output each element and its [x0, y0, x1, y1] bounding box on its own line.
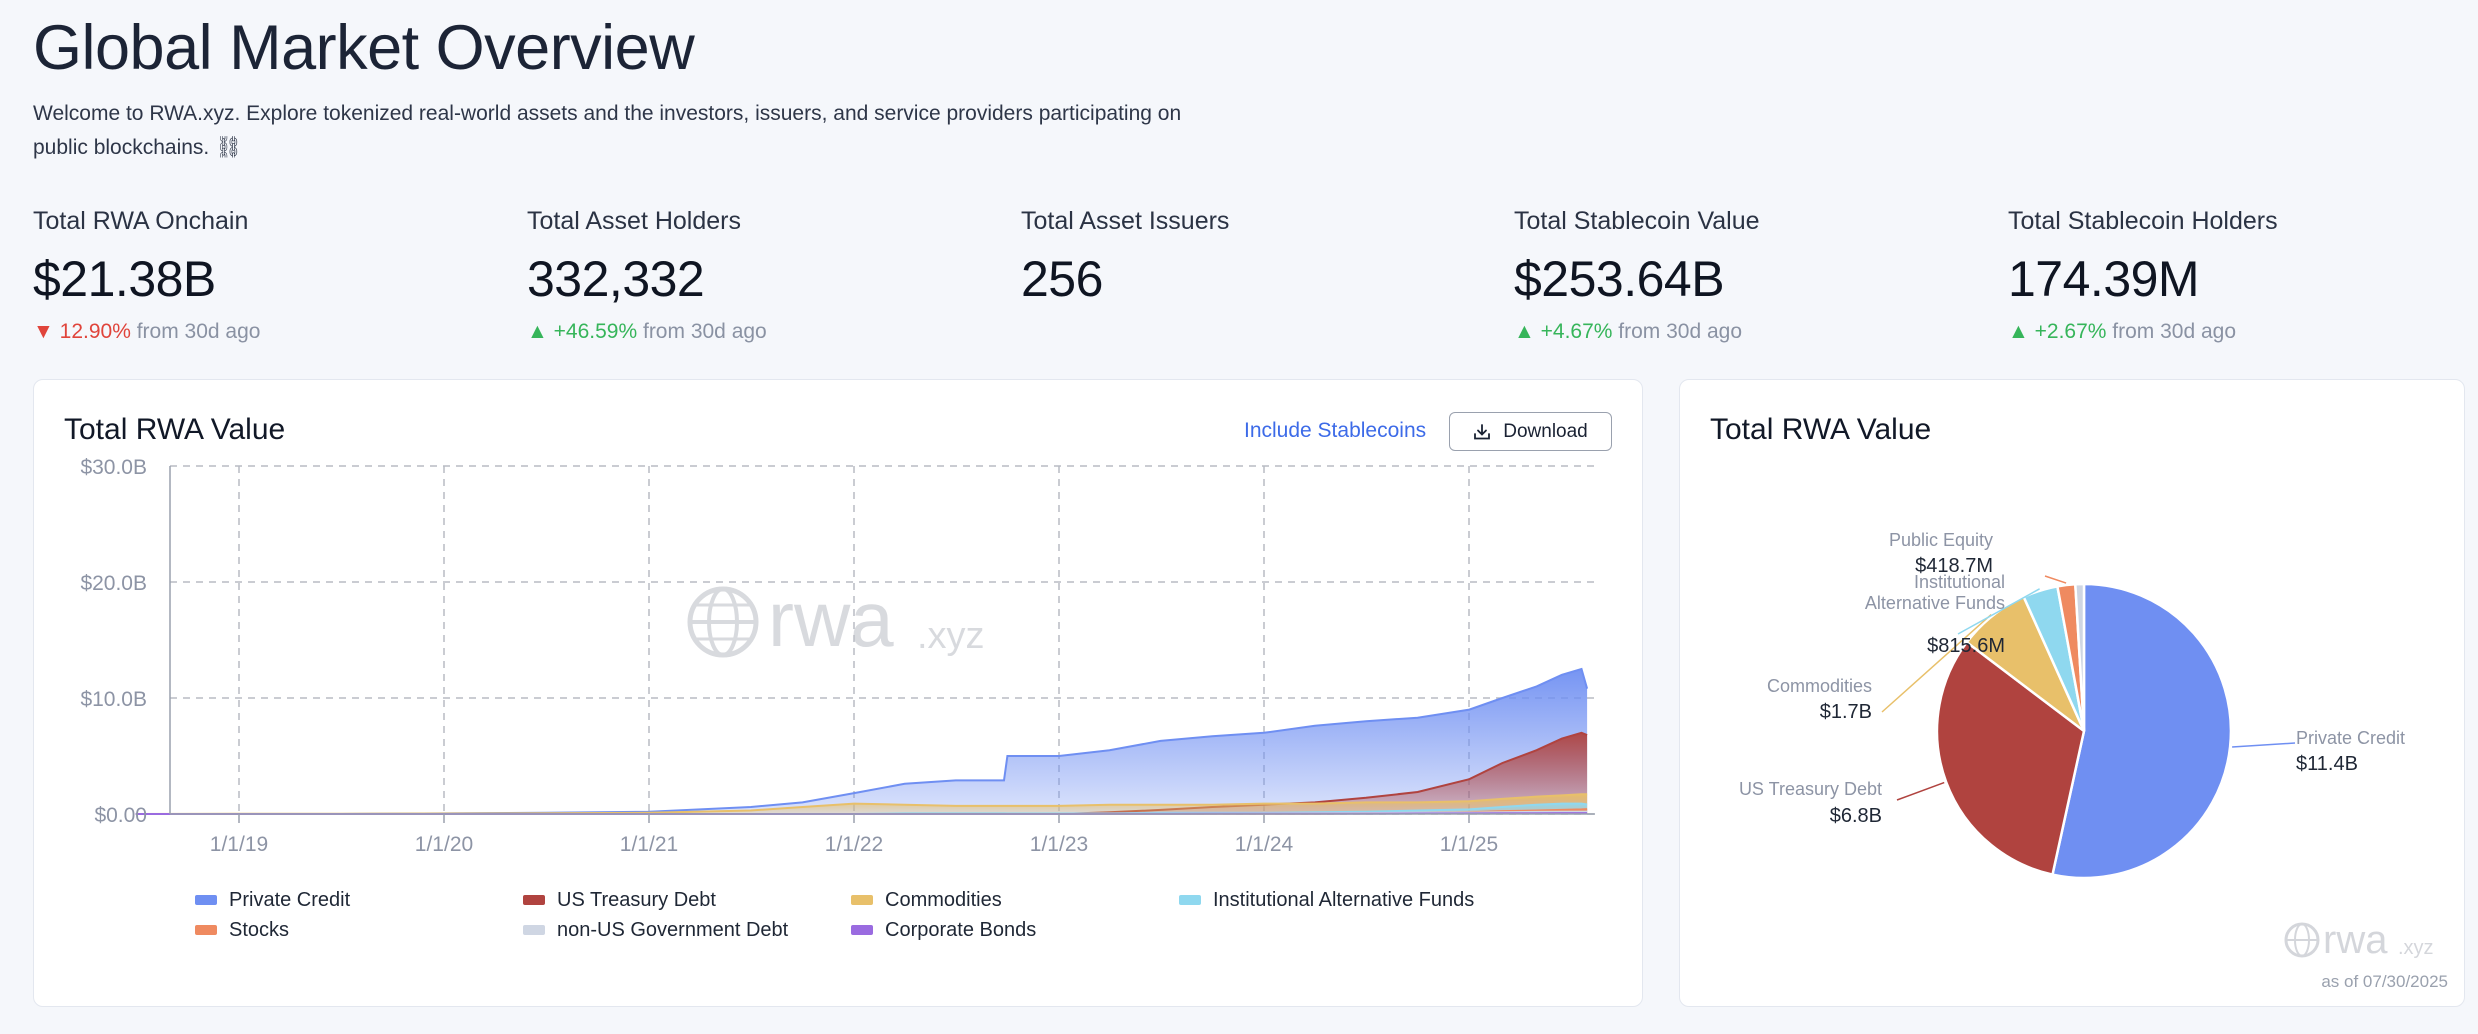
area-series — [135, 667, 1589, 815]
x-tick-label: 1/1/24 — [1235, 833, 1294, 856]
stat-total-stablecoin-value: Total Stablecoin Value $253.64B ▲ +4.67%… — [1514, 207, 1974, 344]
stat-change: ▲ +2.67% from 30d ago — [2008, 320, 2468, 344]
legend-item-commodities[interactable]: Commodities — [851, 888, 1179, 912]
total-rwa-value-area-card: Total RWA Value Include Stablecoins Down… — [33, 379, 1643, 1007]
area-legend: Private Credit US Treasury Debt Commodit… — [195, 888, 1645, 942]
stat-label: Total Stablecoin Value — [1514, 207, 1760, 235]
x-tick-label: 1/1/21 — [620, 833, 678, 856]
legend-swatch — [523, 925, 545, 935]
legend-item-stocks[interactable]: Stocks — [195, 918, 523, 942]
stat-value: 174.39M — [2008, 251, 2200, 307]
stat-total-stablecoin-holders: Total Stablecoin Holders 174.39M ▲ +2.67… — [2008, 207, 2468, 344]
legend-item-institutional-alternative-funds[interactable]: Institutional Alternative Funds — [1179, 888, 1539, 912]
stat-value: $21.38B — [33, 251, 216, 307]
page-title: Global Market Overview — [33, 13, 695, 83]
globe-watermark-icon — [687, 586, 759, 658]
intro-text: Welcome to RWA.xyz. Explore tokenized re… — [33, 102, 1182, 159]
as-of-date: as of 07/30/2025 — [2321, 972, 2448, 991]
stat-change: ▼ 12.90% from 30d ago — [33, 320, 493, 344]
card-title: Total RWA Value — [64, 413, 286, 446]
stat-change-suffix: from 30d ago — [136, 320, 261, 343]
legend-item-non-us-government-debt[interactable]: non-US Government Debt — [523, 918, 851, 942]
watermark-text: rwa — [768, 575, 894, 663]
x-tick-label: 1/1/25 — [1440, 833, 1498, 856]
card-title: Total RWA Value — [1710, 413, 1932, 446]
include-stablecoins-toggle[interactable]: Include Stablecoins — [1244, 419, 1427, 442]
stat-change-pct: 12.90% — [59, 320, 131, 343]
up-arrow-icon: ▲ — [1514, 320, 1535, 343]
stat-change-pct: +4.67% — [1540, 320, 1613, 343]
stat-change-suffix: from 30d ago — [642, 320, 767, 343]
chart-watermark: rwa .xyz — [687, 575, 985, 663]
y-tick-label: $20.0B — [80, 572, 147, 595]
area-private-credit — [135, 669, 1588, 814]
total-rwa-value-pie-card: Total RWA Value as of 07/30/2025 — [1679, 379, 2465, 1007]
x-tick-label: 1/1/20 — [415, 833, 473, 856]
download-label: Download — [1503, 420, 1588, 442]
chart-axes: $0.00 $10.0B $20.0B $30.0B 1/1/19 1/1/20 1/1/2… — [80, 456, 1595, 856]
y-tick-label: $30.0B — [80, 456, 147, 479]
y-tick-label: $0.00 — [94, 804, 147, 827]
stat-change-pct: +46.59% — [553, 320, 638, 343]
stat-total-asset-holders: Total Asset Holders 332,332 ▲ +46.59% fr… — [527, 207, 987, 344]
stat-change: ▲ +46.59% from 30d ago — [527, 320, 987, 344]
legend-label: non-US Government Debt — [557, 918, 789, 941]
stat-value: 256 — [1021, 251, 1103, 307]
legend-swatch — [195, 895, 217, 905]
download-button[interactable]: Download — [1449, 412, 1612, 451]
legend-swatch — [523, 895, 545, 905]
legend-label: Commodities — [885, 888, 1002, 911]
legend-label: Corporate Bonds — [885, 918, 1037, 941]
stat-label: Total Stablecoin Holders — [2008, 207, 2278, 235]
legend-label: Private Credit — [229, 888, 351, 911]
stat-value: $253.64B — [1514, 251, 1725, 307]
stat-label: Total Asset Holders — [527, 207, 741, 235]
x-tick-label: 1/1/23 — [1030, 833, 1088, 856]
down-arrow-icon: ▼ — [33, 320, 54, 343]
stat-change-suffix: from 30d ago — [2112, 320, 2237, 343]
stat-total-asset-issuers: Total Asset Issuers 256 — [1021, 207, 1481, 308]
legend-swatch — [851, 925, 873, 935]
legend-item-us-treasury-debt[interactable]: US Treasury Debt — [523, 888, 851, 912]
stat-total-rwa-onchain: Total RWA Onchain $21.38B ▼ 12.90% from … — [33, 207, 493, 344]
stat-change-suffix: from 30d ago — [1618, 320, 1743, 343]
legend-item-corporate-bonds[interactable]: Corporate Bonds — [851, 918, 1179, 942]
stat-change: ▲ +4.67% from 30d ago — [1514, 320, 1974, 344]
up-arrow-icon: ▲ — [2008, 320, 2029, 343]
watermark-suffix: .xyz — [917, 615, 985, 657]
stat-value: 332,332 — [527, 251, 705, 307]
up-arrow-icon: ▲ — [527, 320, 548, 343]
x-tick-label: 1/1/19 — [210, 833, 268, 856]
stat-change-pct: +2.67% — [2034, 320, 2107, 343]
legend-label: Institutional Alternative Funds — [1213, 888, 1475, 911]
legend-item-private-credit[interactable]: Private Credit — [195, 888, 523, 912]
legend-swatch — [1179, 895, 1201, 905]
y-tick-label: $10.0B — [80, 688, 147, 711]
stat-label: Total Asset Issuers — [1021, 207, 1230, 235]
download-icon — [1474, 423, 1491, 439]
x-tick-label: 1/1/22 — [825, 833, 883, 856]
legend-swatch — [851, 895, 873, 905]
stat-label: Total RWA Onchain — [33, 207, 249, 235]
legend-swatch — [195, 925, 217, 935]
legend-label: Stocks — [229, 918, 290, 941]
legend-label: US Treasury Debt — [557, 888, 716, 911]
